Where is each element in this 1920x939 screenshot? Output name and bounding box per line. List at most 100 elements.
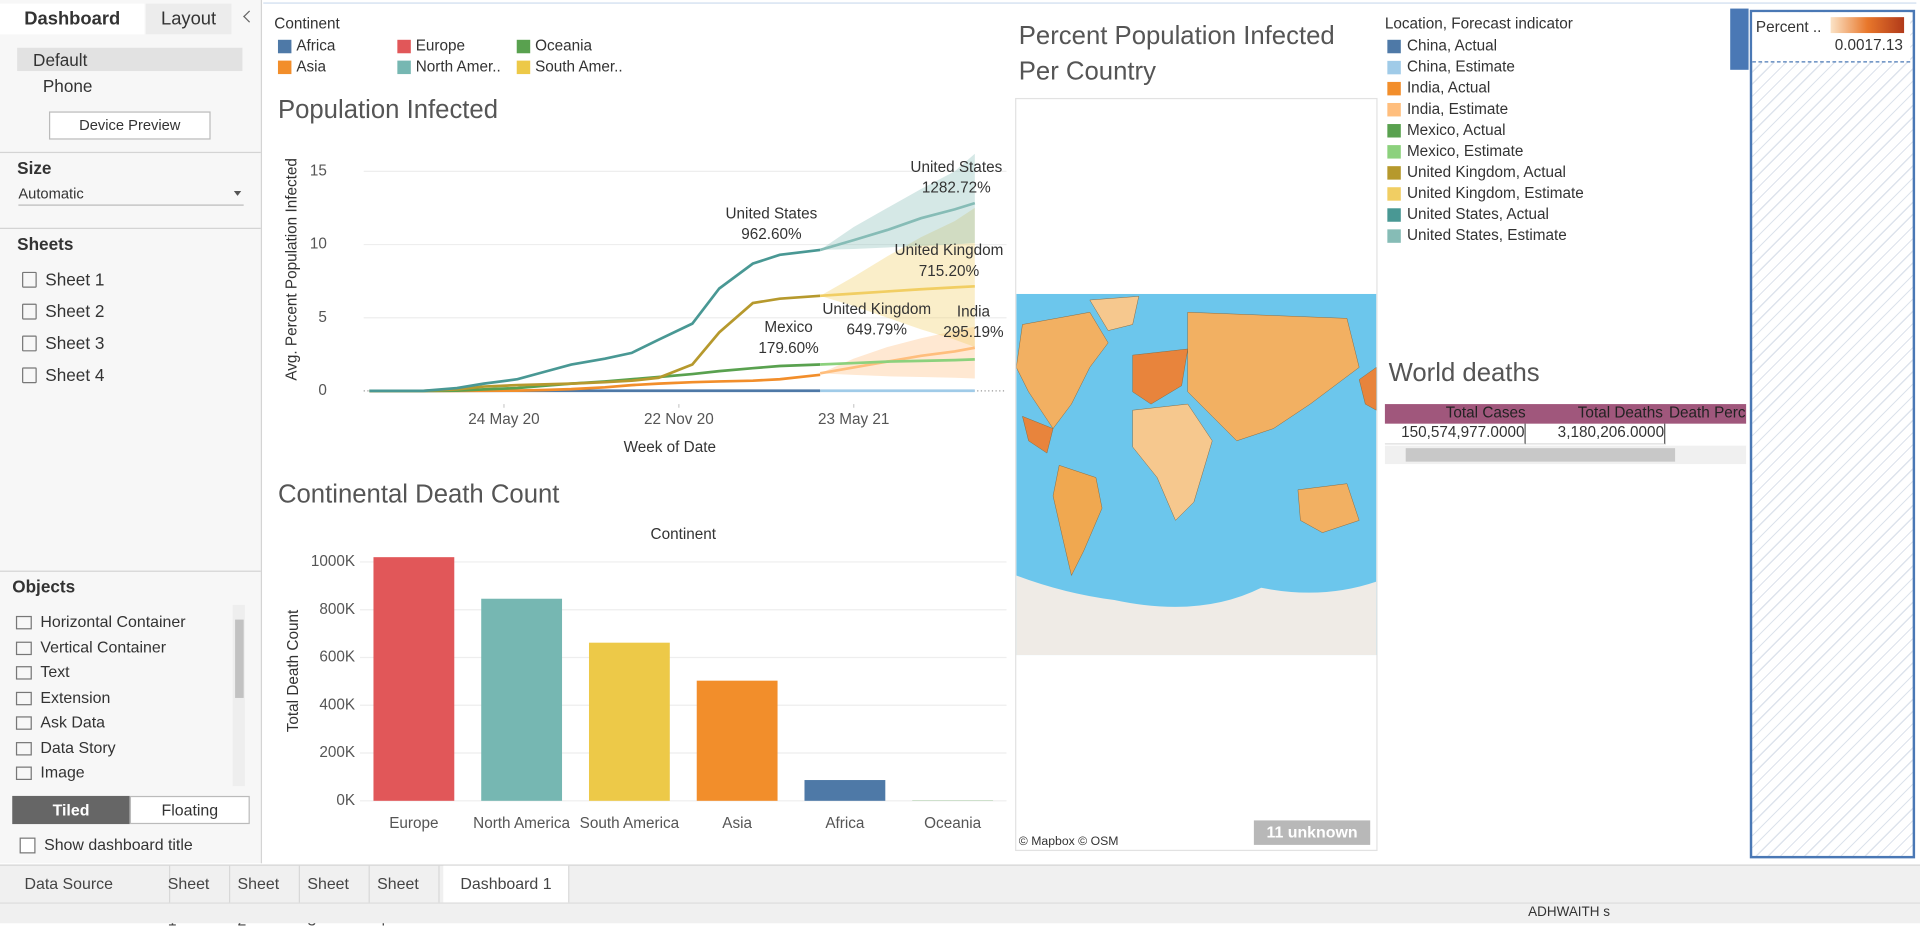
legend-swatch bbox=[397, 40, 410, 53]
table-title: World deaths bbox=[1389, 359, 1540, 388]
x-axis-label: Week of Date bbox=[624, 439, 716, 456]
legend-label: United States, Estimate bbox=[1407, 227, 1567, 244]
sheet-icon bbox=[22, 304, 37, 320]
sheet-tabs: Data Source Sheet 1 Sheet 2 Sheet 3 Shee… bbox=[0, 864, 1920, 903]
legend-swatch bbox=[1387, 166, 1400, 179]
device[interactable]: Phone bbox=[43, 76, 93, 96]
object-icon bbox=[16, 666, 32, 679]
legend-swatch bbox=[278, 40, 291, 53]
sheet-icon bbox=[22, 272, 37, 288]
x-tick-label: Africa bbox=[825, 815, 865, 832]
x-tick-label: Oceania bbox=[924, 815, 981, 832]
sheets-heading: Sheets bbox=[17, 234, 73, 254]
size-value[interactable]: Automatic bbox=[18, 185, 83, 202]
tab-layout[interactable]: Layout bbox=[146, 4, 232, 35]
x-tick-label: South America bbox=[580, 815, 680, 832]
y-tick-label: 200K bbox=[319, 744, 356, 761]
bar bbox=[804, 780, 885, 801]
sheet-item[interactable]: Sheet 2 bbox=[45, 301, 104, 321]
object-item[interactable]: Extension bbox=[40, 688, 110, 706]
color-legend-title: Percent .. bbox=[1756, 18, 1822, 35]
object-item[interactable]: Vertical Container bbox=[40, 638, 166, 656]
legend-label: India, Estimate bbox=[1407, 101, 1508, 118]
annotation-name: United Kingdom bbox=[895, 242, 1004, 259]
size-underline bbox=[18, 204, 243, 205]
separator bbox=[0, 152, 261, 153]
legend-label: India, Actual bbox=[1407, 80, 1490, 97]
legend-swatch bbox=[517, 61, 530, 74]
legend-swatch bbox=[1387, 208, 1400, 221]
chart-title: Continental Death Count bbox=[278, 481, 560, 509]
data-source-tab[interactable]: Data Source bbox=[17, 866, 170, 903]
annotation-value: 649.79% bbox=[847, 322, 908, 339]
header-cell: Total Cases bbox=[1385, 404, 1526, 421]
annotation-name: Mexico bbox=[764, 319, 812, 336]
x-tick-label: 23 May 21 bbox=[818, 411, 889, 428]
sheet-tab[interactable]: Sheet 2 bbox=[230, 866, 300, 903]
size-heading: Size bbox=[17, 158, 51, 178]
tiled-button[interactable]: Tiled bbox=[12, 796, 130, 824]
legend-label: Mexico, Actual bbox=[1407, 122, 1506, 139]
object-item[interactable]: Text bbox=[40, 662, 69, 680]
floating-button[interactable]: Floating bbox=[130, 796, 250, 824]
map-title: Percent Population Infected Per Country bbox=[1019, 18, 1368, 89]
x-tick-label: North America bbox=[473, 815, 570, 832]
legend-label: Asia bbox=[296, 58, 326, 75]
object-item[interactable]: Ask Data bbox=[40, 713, 105, 731]
device[interactable]: Default bbox=[33, 50, 87, 70]
annotation-value: 715.20% bbox=[919, 263, 980, 280]
sheet-tab[interactable]: Sheet 1 bbox=[160, 866, 230, 903]
legend-label: China, Actual bbox=[1407, 38, 1497, 55]
device-preview-button[interactable]: Device Preview bbox=[49, 111, 211, 139]
scroll-thumb[interactable] bbox=[235, 620, 244, 698]
legend-swatch bbox=[278, 61, 291, 74]
dashboard-tab[interactable]: Dashboard 1 bbox=[443, 866, 569, 903]
x-tick-label: 22 Nov 20 bbox=[644, 411, 714, 428]
checkbox[interactable] bbox=[20, 838, 36, 854]
sheet-item[interactable]: Sheet 3 bbox=[45, 333, 104, 353]
object-item[interactable]: Image bbox=[40, 763, 84, 781]
table-cell: 150,574,977.0000 bbox=[1385, 424, 1526, 445]
object-item[interactable]: Horizontal Container bbox=[40, 612, 185, 630]
h-scroll-thumb[interactable] bbox=[1406, 448, 1675, 461]
legend-swatch bbox=[1387, 229, 1400, 242]
sheet-item[interactable]: Sheet 4 bbox=[45, 365, 104, 385]
legend-label: Europe bbox=[416, 38, 465, 55]
y-tick-label: 800K bbox=[319, 601, 356, 618]
forecast-band bbox=[820, 327, 975, 379]
series-line bbox=[820, 203, 975, 250]
y-tick-label: 0K bbox=[336, 792, 356, 809]
object-item[interactable]: Data Story bbox=[40, 738, 115, 756]
x-tick-label: 24 May 20 bbox=[468, 411, 539, 428]
collapse-icon[interactable] bbox=[243, 10, 255, 22]
show-title-label[interactable]: Show dashboard title bbox=[44, 835, 193, 853]
annotation-name: United States bbox=[726, 205, 818, 222]
objects-heading: Objects bbox=[12, 577, 75, 597]
legend-label: China, Estimate bbox=[1407, 59, 1515, 76]
x-tick-label: Asia bbox=[722, 815, 752, 832]
sheet-tab[interactable]: Sheet 3 bbox=[300, 866, 370, 903]
floating-toolbar[interactable] bbox=[1730, 9, 1748, 70]
sheet-item[interactable]: Sheet 1 bbox=[45, 269, 104, 289]
sheet-tab[interactable]: Sheet 4 bbox=[370, 866, 440, 903]
bar bbox=[481, 599, 562, 801]
y-tick-label: 0 bbox=[318, 382, 327, 399]
y-tick-label: 600K bbox=[319, 649, 356, 666]
bar bbox=[373, 557, 454, 801]
sidebar: Dashboard Layout Default Phone Device Pr… bbox=[0, 0, 262, 863]
y-axis-label: Total Death Count bbox=[285, 609, 302, 732]
map-attribution: © Mapbox © OSM bbox=[1019, 835, 1119, 848]
dropdown-arrow[interactable] bbox=[234, 191, 241, 200]
legend-title: Continent bbox=[274, 16, 340, 33]
unknown-indicator[interactable]: 11 unknown bbox=[1254, 820, 1370, 844]
legend-swatch bbox=[1387, 40, 1400, 53]
separator bbox=[0, 228, 261, 229]
annotation-value: 962.60% bbox=[741, 226, 802, 243]
user[interactable]: ADHWAITH s bbox=[1528, 905, 1610, 920]
map[interactable] bbox=[1016, 294, 1376, 655]
legend-label: Mexico, Estimate bbox=[1407, 143, 1523, 160]
tab-dashboard[interactable]: Dashboard bbox=[0, 4, 144, 35]
header-cell: Death Perc bbox=[1669, 404, 1746, 421]
